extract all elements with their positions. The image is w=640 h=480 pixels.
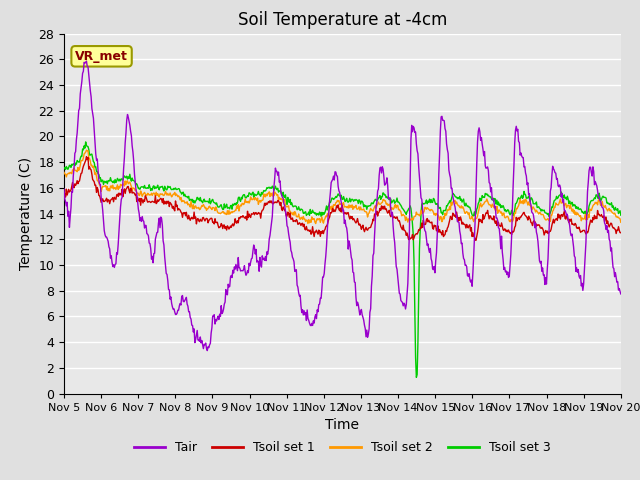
X-axis label: Time: Time (325, 418, 360, 432)
Title: Soil Temperature at -4cm: Soil Temperature at -4cm (237, 11, 447, 29)
Legend: Tair, Tsoil set 1, Tsoil set 2, Tsoil set 3: Tair, Tsoil set 1, Tsoil set 2, Tsoil se… (129, 436, 556, 459)
Text: VR_met: VR_met (75, 50, 128, 63)
Y-axis label: Temperature (C): Temperature (C) (19, 157, 33, 270)
